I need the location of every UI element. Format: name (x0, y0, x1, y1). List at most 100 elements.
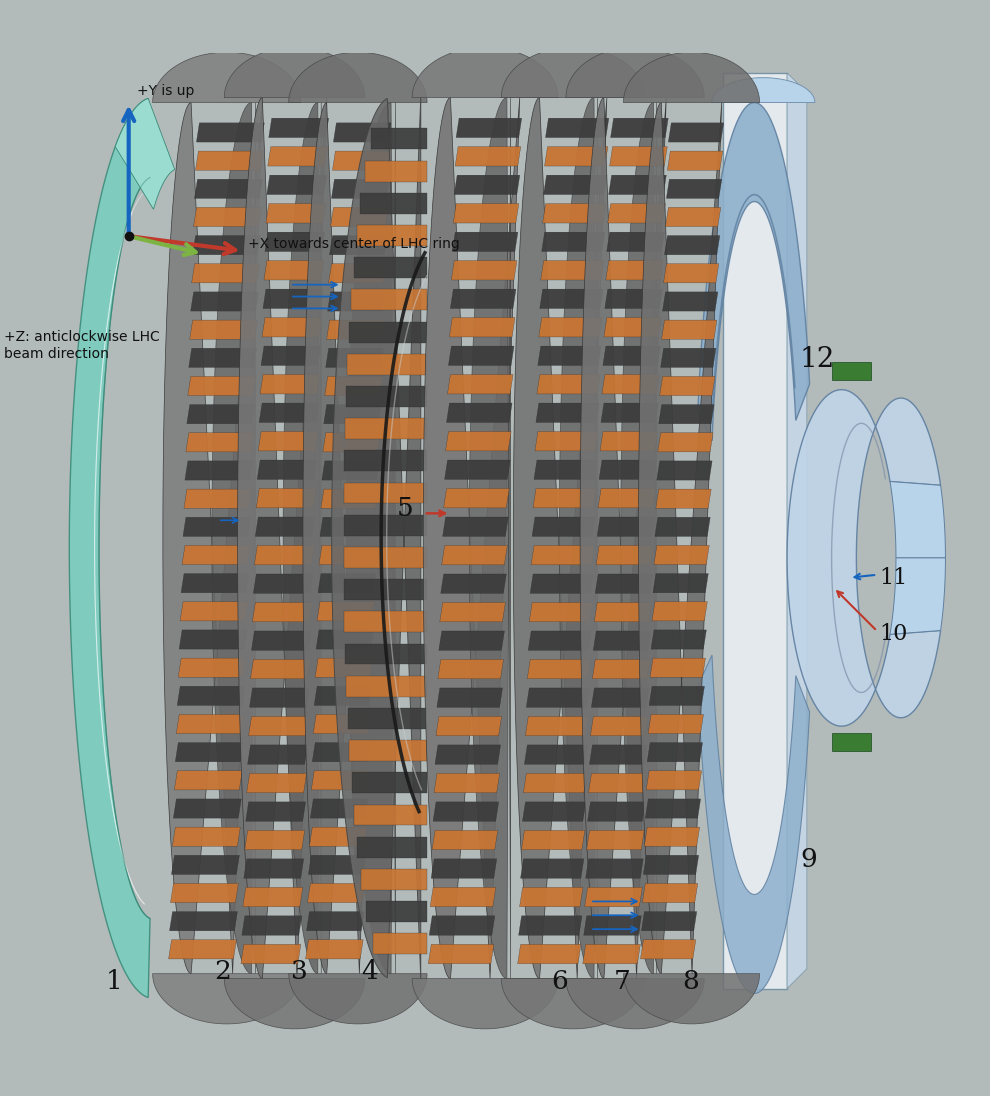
Polygon shape (344, 482, 427, 503)
Polygon shape (651, 630, 707, 649)
Polygon shape (319, 546, 376, 564)
Polygon shape (315, 658, 373, 677)
Polygon shape (566, 979, 704, 1029)
Text: 12: 12 (800, 346, 836, 374)
Polygon shape (521, 859, 584, 878)
Polygon shape (596, 546, 653, 564)
Text: 10: 10 (879, 624, 908, 646)
Polygon shape (152, 53, 301, 103)
Polygon shape (645, 799, 701, 818)
Polygon shape (283, 103, 321, 973)
Polygon shape (639, 103, 722, 973)
Polygon shape (289, 973, 427, 1024)
Polygon shape (527, 688, 590, 707)
Polygon shape (186, 433, 253, 452)
Polygon shape (347, 708, 427, 729)
Polygon shape (255, 517, 315, 536)
Polygon shape (606, 261, 663, 279)
Polygon shape (196, 123, 264, 142)
Polygon shape (412, 47, 558, 98)
Polygon shape (331, 207, 388, 227)
Polygon shape (261, 346, 321, 365)
Polygon shape (344, 515, 427, 536)
Polygon shape (303, 103, 389, 973)
Polygon shape (501, 979, 645, 1029)
Polygon shape (583, 945, 641, 963)
Polygon shape (890, 481, 945, 558)
Polygon shape (646, 770, 702, 790)
Polygon shape (188, 376, 255, 396)
Polygon shape (289, 53, 427, 103)
Polygon shape (429, 945, 494, 963)
Polygon shape (787, 389, 940, 727)
Text: 9: 9 (800, 847, 817, 872)
Polygon shape (189, 349, 256, 367)
Polygon shape (534, 460, 597, 479)
Polygon shape (241, 945, 301, 963)
Polygon shape (832, 362, 871, 379)
Polygon shape (345, 450, 427, 471)
Polygon shape (247, 774, 307, 792)
Polygon shape (649, 686, 705, 706)
Polygon shape (354, 804, 427, 825)
Polygon shape (193, 236, 260, 254)
Polygon shape (424, 98, 520, 979)
Polygon shape (174, 770, 243, 790)
Polygon shape (171, 855, 240, 875)
Polygon shape (589, 745, 647, 764)
Polygon shape (451, 261, 517, 279)
Polygon shape (326, 349, 383, 367)
Polygon shape (656, 461, 712, 480)
Polygon shape (184, 489, 251, 509)
Polygon shape (163, 103, 262, 973)
Polygon shape (543, 204, 606, 222)
Text: 11: 11 (879, 567, 908, 589)
Polygon shape (346, 419, 427, 439)
Polygon shape (530, 574, 593, 593)
Polygon shape (661, 320, 717, 340)
Polygon shape (212, 103, 255, 973)
Polygon shape (604, 318, 661, 336)
Polygon shape (446, 432, 511, 450)
Polygon shape (170, 883, 239, 903)
Polygon shape (537, 375, 600, 393)
Text: +Z: anticlockwise LHC
beam direction: +Z: anticlockwise LHC beam direction (4, 330, 159, 362)
Polygon shape (344, 547, 427, 568)
Polygon shape (610, 147, 667, 165)
Polygon shape (267, 175, 327, 194)
Polygon shape (333, 151, 390, 170)
Polygon shape (544, 175, 607, 194)
Polygon shape (520, 888, 583, 906)
Polygon shape (316, 630, 374, 649)
Polygon shape (654, 546, 709, 564)
Polygon shape (311, 770, 369, 790)
Text: 8: 8 (683, 969, 699, 994)
Polygon shape (532, 517, 595, 536)
Polygon shape (356, 225, 427, 246)
Polygon shape (175, 743, 244, 762)
Text: 2: 2 (214, 959, 232, 984)
Polygon shape (330, 236, 387, 254)
Polygon shape (253, 574, 313, 593)
Polygon shape (346, 643, 427, 664)
Polygon shape (655, 489, 711, 509)
Polygon shape (246, 802, 306, 821)
Polygon shape (539, 318, 602, 336)
Polygon shape (890, 558, 945, 635)
Polygon shape (431, 859, 497, 878)
Polygon shape (586, 859, 644, 878)
Polygon shape (361, 869, 427, 890)
Polygon shape (349, 740, 427, 761)
Polygon shape (251, 631, 312, 650)
Polygon shape (194, 207, 261, 227)
Polygon shape (268, 118, 329, 137)
Polygon shape (443, 517, 508, 536)
Polygon shape (518, 945, 581, 963)
Polygon shape (323, 433, 380, 452)
Polygon shape (176, 715, 245, 733)
Polygon shape (584, 916, 642, 935)
Polygon shape (242, 916, 302, 935)
Polygon shape (324, 404, 381, 424)
Polygon shape (346, 386, 427, 407)
Polygon shape (346, 103, 396, 973)
